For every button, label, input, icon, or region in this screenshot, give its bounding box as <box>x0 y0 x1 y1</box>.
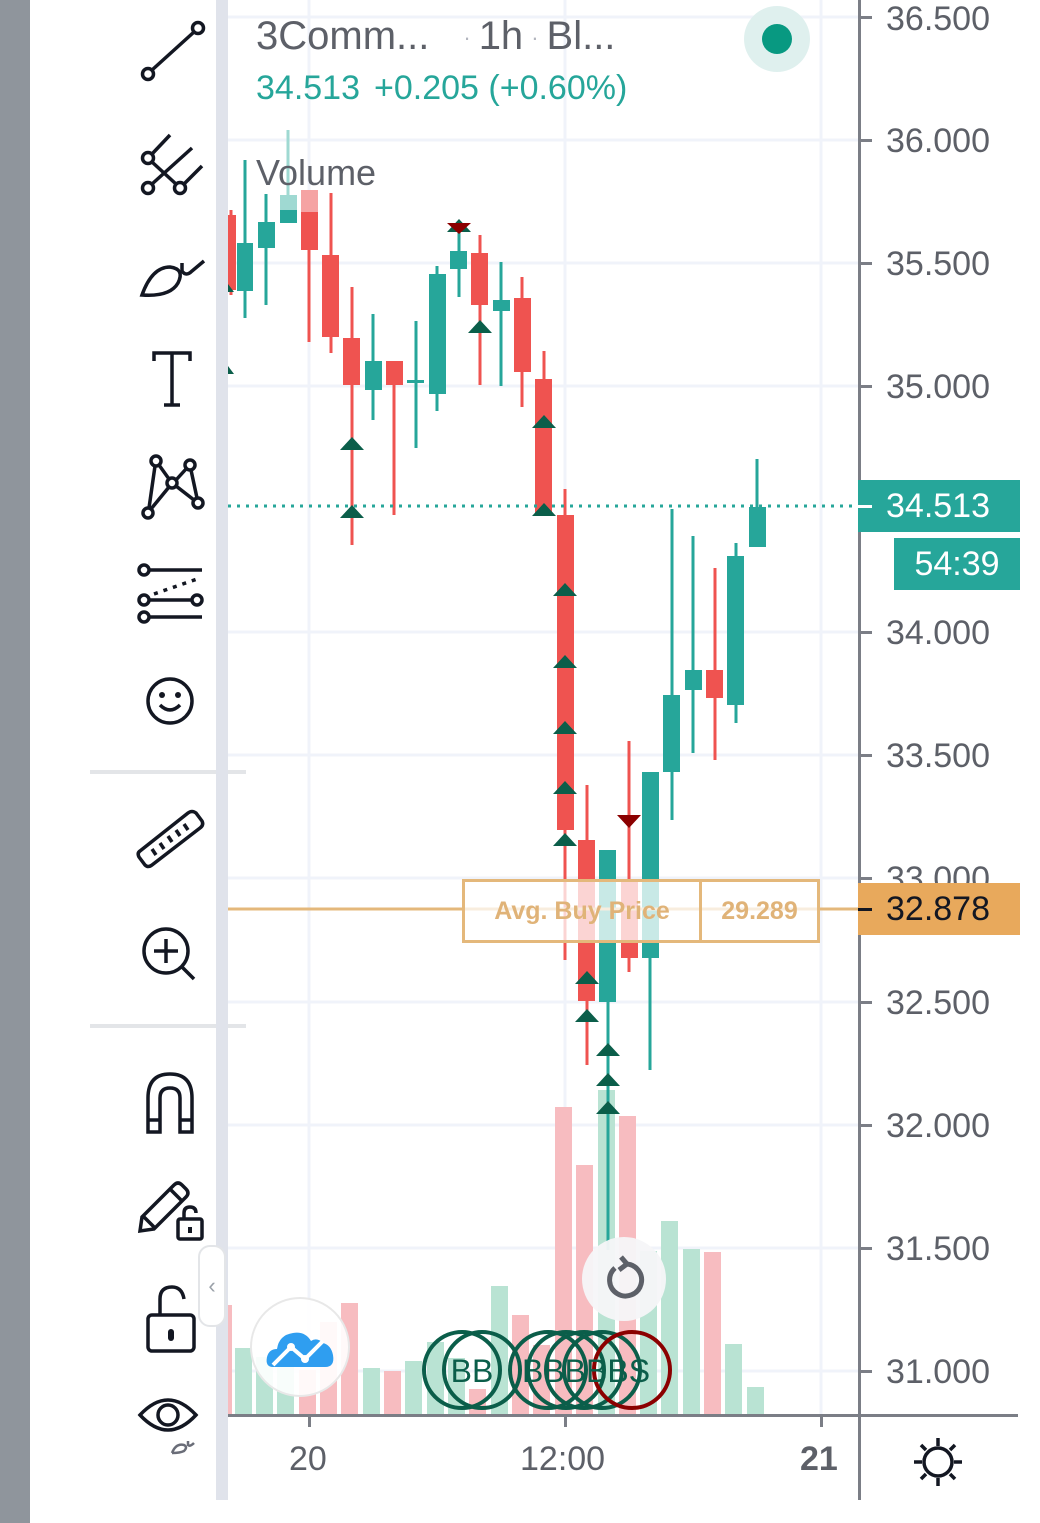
brightness-icon <box>914 1438 962 1486</box>
candlestick-chart <box>228 0 858 1415</box>
countdown-value: 54:39 <box>914 544 1000 583</box>
last-price: 34.513 <box>256 69 360 107</box>
interval: 1h <box>478 14 524 58</box>
time-axis-line <box>228 1414 1018 1417</box>
bar-countdown-tag: 54:39 <box>894 538 1020 590</box>
price-label: 31.000 <box>886 1353 990 1391</box>
price-change: +0.205 (+0.60%) <box>374 69 628 107</box>
lock-drawing-icon <box>137 1181 204 1241</box>
cloud-chart-icon <box>266 1332 334 1367</box>
pitchfork-icon <box>140 133 204 196</box>
toolbar-separator <box>216 0 228 1500</box>
magnet-tool[interactable] <box>125 1055 215 1145</box>
price-label: 31.500 <box>886 1230 990 1268</box>
exchange: Bl... <box>546 14 616 58</box>
text-icon <box>152 351 192 407</box>
patterns-tool[interactable] <box>125 438 215 528</box>
left-edge <box>0 0 30 1523</box>
sell-arrows <box>447 223 641 828</box>
marker-bb: BB <box>451 1353 494 1389</box>
price-label: 34.000 <box>886 614 990 652</box>
prediction-tool[interactable] <box>125 545 215 635</box>
buy-arrows <box>228 219 620 1114</box>
zoom-in-icon <box>142 927 196 981</box>
price-label: 32.000 <box>886 1107 990 1145</box>
lock-icon <box>146 1285 196 1353</box>
zoom-in-tool[interactable] <box>125 902 215 992</box>
magnet-icon <box>146 1072 194 1134</box>
reset-chart-button[interactable] <box>582 1237 666 1321</box>
eye-icon <box>137 1398 199 1455</box>
price-label: 33.500 <box>886 737 990 775</box>
avg-buy-price-tag: 32.878 <box>858 883 1020 935</box>
avg-buy-price-text: Avg. Buy Price <box>465 882 702 940</box>
price-axis[interactable]: 36.500 36.000 35.500 35.000 34.000 33.50… <box>858 0 1040 1500</box>
market-status-indicator[interactable] <box>744 6 810 72</box>
volume-indicator-label[interactable]: Volume <box>256 152 377 193</box>
brush-tool[interactable] <box>125 222 215 312</box>
chart-pane[interactable] <box>228 0 858 1415</box>
price-label: 35.000 <box>886 368 990 406</box>
emoji-icon <box>146 677 194 725</box>
current-price-value: 34.513 <box>886 486 990 525</box>
live-dot-icon <box>762 24 792 54</box>
text-tool[interactable] <box>125 330 215 420</box>
current-price-tag: 34.513 <box>858 480 1020 532</box>
brush-icon <box>139 259 206 297</box>
symbol-name: 3Comm... <box>256 14 430 58</box>
logo-button[interactable] <box>250 1297 350 1397</box>
collapse-toolbar-button[interactable]: ‹ <box>198 1245 226 1327</box>
drawing-toolbar <box>30 0 246 1500</box>
chart-settings-button[interactable] <box>908 1432 968 1492</box>
price-label: 36.000 <box>886 122 990 160</box>
ruler-icon <box>136 809 205 869</box>
avg-buy-tag-value: 32.878 <box>886 889 990 928</box>
price-summary: 34.513 +0.205 (+0.60%) <box>256 69 641 108</box>
hide-drawings-tool[interactable] <box>125 1370 215 1460</box>
trend-line-icon <box>140 20 206 82</box>
toolbar-divider <box>90 770 246 774</box>
chart-legend[interactable]: 3Comm... · 1h · Bl... 34.513 +0.205 (+0.60%) <box>256 14 641 108</box>
grid-lines <box>228 0 858 1415</box>
trade-markers[interactable]: BB BBBBBS <box>420 1328 680 1412</box>
time-label: 12:00 <box>520 1440 606 1478</box>
avg-buy-price-value: 29.289 <box>721 896 798 925</box>
reset-icon <box>607 1255 645 1299</box>
time-label: 20 <box>289 1440 327 1478</box>
symbol-title[interactable]: 3Comm... · 1h · Bl... <box>256 14 616 58</box>
avg-buy-price-label: Avg. Buy Price 29.289 <box>462 879 820 943</box>
price-label: 36.500 <box>886 0 990 38</box>
chevron-left-icon: ‹ <box>208 1273 216 1298</box>
measure-tool[interactable] <box>125 790 215 880</box>
price-label: 35.500 <box>886 245 990 283</box>
price-label: 32.500 <box>886 984 990 1022</box>
lock-all-tool[interactable] <box>125 1272 215 1362</box>
toolbar-divider <box>90 1024 246 1028</box>
prediction-icon <box>137 563 204 624</box>
stay-drawing-tool[interactable] <box>125 1162 215 1252</box>
pitchfork-tool[interactable] <box>125 115 215 205</box>
pattern-icon <box>141 454 205 520</box>
price-axis-line <box>858 0 861 1500</box>
marker-bbbbbs: BBBBBS <box>522 1353 650 1389</box>
icons-tool[interactable] <box>125 652 215 742</box>
trend-line-tool[interactable] <box>125 5 215 95</box>
time-label: 21 <box>800 1440 838 1478</box>
